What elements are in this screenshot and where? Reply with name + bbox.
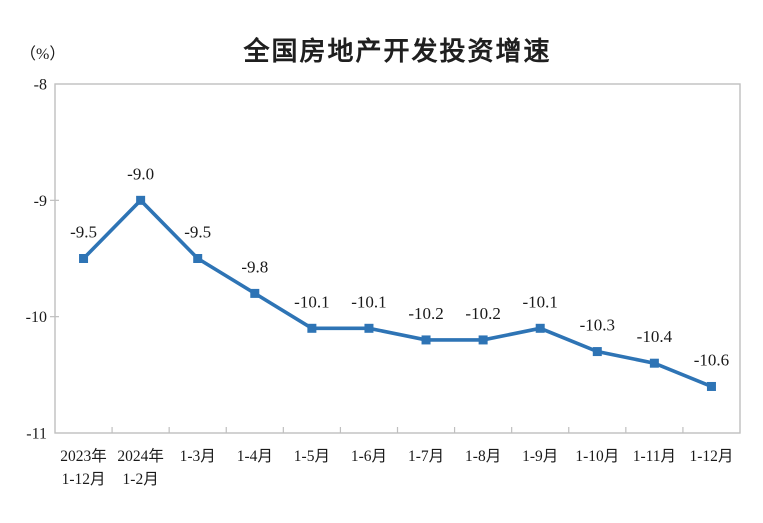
data-point (250, 288, 260, 298)
y-axis-tick-label: -10 (26, 309, 47, 326)
data-label: -10.1 (522, 292, 557, 311)
x-axis-category-label: 1-8月 (465, 448, 501, 465)
y-axis-tick-label: -9 (34, 193, 47, 210)
data-point (193, 254, 203, 263)
x-axis-category-label: 1-2月 (123, 471, 159, 488)
x-axis-category-label: 1-5月 (294, 448, 330, 465)
x-axis-category-label: 2023年 (60, 447, 107, 465)
data-label: -10.1 (294, 292, 329, 311)
y-axis-tick-label: -8 (34, 77, 47, 94)
data-point (307, 323, 317, 333)
data-label: -10.3 (580, 316, 615, 335)
data-label: -10.1 (351, 292, 386, 311)
data-point (478, 335, 488, 345)
x-axis-category-label: 1-12月 (689, 448, 733, 465)
data-point (649, 358, 659, 368)
x-axis-category-label: 1-11月 (633, 448, 676, 465)
data-point (136, 195, 146, 205)
x-axis-category-label: 2024年 (117, 447, 164, 465)
data-label: -9.5 (70, 223, 97, 242)
x-axis-category-label: 1-12月 (62, 471, 106, 488)
x-axis-category-label: 1-10月 (575, 448, 619, 465)
data-point (706, 381, 716, 391)
data-label: -10.4 (637, 327, 673, 346)
data-point (79, 254, 89, 263)
data-point (592, 347, 602, 357)
data-label: -10.2 (465, 304, 500, 323)
x-axis-category-label: 1-7月 (408, 448, 444, 465)
x-axis-category-label: 1-9月 (522, 448, 558, 465)
x-axis-category-label: 1-4月 (237, 448, 273, 465)
data-label: -10.6 (694, 350, 729, 369)
x-axis-category-label: 1-3月 (180, 448, 216, 465)
data-label: -10.2 (408, 304, 443, 323)
y-axis-unit-label: （%） (20, 46, 66, 63)
plot-border (54, 83, 741, 434)
y-axis-tick-label: -11 (26, 426, 47, 443)
data-line (81, 197, 714, 389)
data-label: -9.5 (184, 223, 211, 242)
data-label: -9.0 (127, 164, 154, 183)
chart-title: 全国房地产开发投资增速 (243, 36, 552, 66)
data-label: -9.8 (241, 257, 268, 276)
data-point (421, 335, 431, 345)
data-point (535, 323, 545, 333)
data-point (364, 323, 374, 333)
x-axis-category-label: 1-6月 (351, 448, 387, 465)
